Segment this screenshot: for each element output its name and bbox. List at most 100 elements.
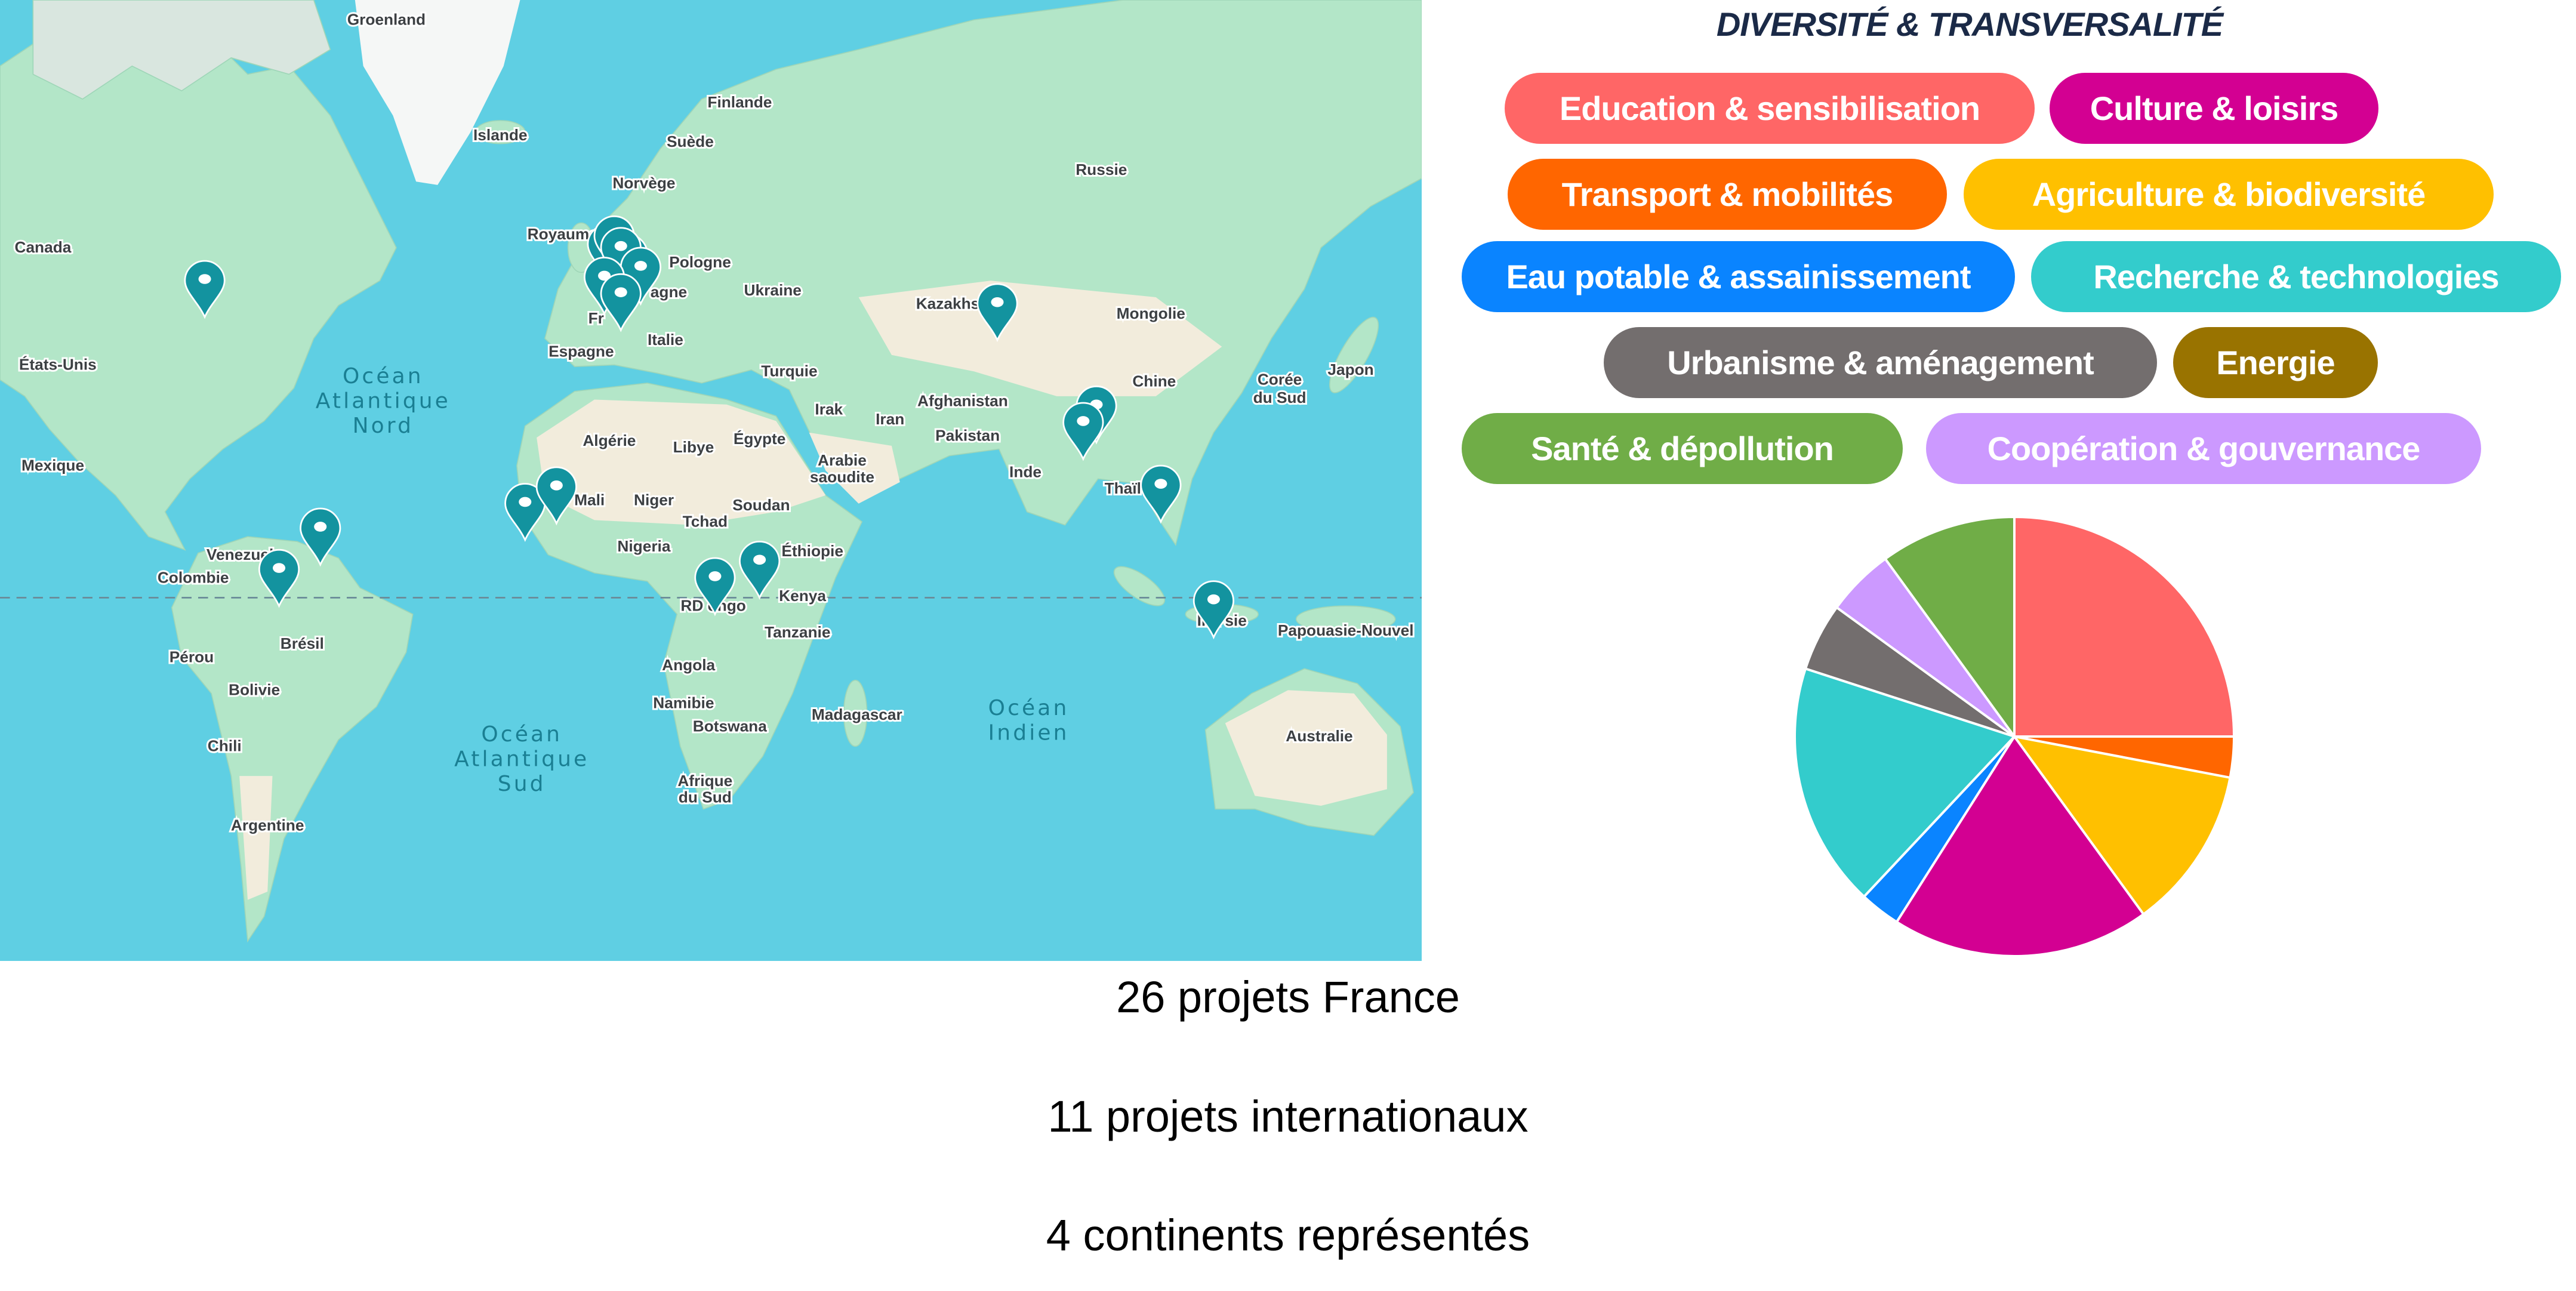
label-ocean-atl-nord-2: Atlantique [316, 389, 451, 413]
label-ocean-indien-2: Indien [988, 720, 1070, 745]
ocean-labels: Océan Atlantique Nord Océan Atlantique S… [316, 364, 1070, 796]
iceland [474, 120, 526, 144]
map-pin-icon[interactable] [535, 466, 577, 526]
world-map[interactable]: Groenland Islande Finlande Suède Norvège… [0, 0, 1422, 961]
label-afghanistan: Afghanistan [917, 392, 1008, 410]
pie-slice-education [2013, 515, 2236, 738]
map-pin-icon[interactable] [976, 283, 1018, 343]
label-ethiopie: Éthiopie [781, 542, 843, 560]
map-pin-icon[interactable] [1062, 402, 1104, 461]
label-kazakhstan: Kazakhs [916, 294, 980, 312]
south-america [171, 536, 414, 943]
project-markers [184, 215, 1234, 640]
label-argentine: Argentine [231, 816, 304, 834]
label-niger: Niger [634, 491, 674, 509]
label-groenland: Groenland [347, 10, 426, 28]
tag-recherche: Recherche & technologies [2031, 241, 2561, 312]
label-soudan: Soudan [732, 496, 790, 514]
stat-continents: 4 continents représentés [1046, 1210, 1530, 1260]
tag-sante: Santé & dépollution [1462, 413, 1903, 484]
pie-slice-agriculture [2011, 735, 2232, 916]
map-pin-icon[interactable] [1193, 580, 1234, 640]
tag-transport: Transport & mobilités [1508, 159, 1947, 230]
label-colombie: Colombie [158, 569, 229, 587]
label-australie: Australie [1286, 727, 1352, 745]
label-ocean-atl-nord-3: Nord [353, 414, 414, 438]
label-espagne: Espagne [549, 343, 614, 361]
label-irak: Irak [815, 400, 843, 418]
label-ocean-atl-sud-3: Sud [498, 772, 546, 796]
stat-projets-france: 26 projets France [1116, 972, 1460, 1022]
tag-cooperation: Coopération & gouvernance [1926, 413, 2481, 484]
label-chine: Chine [1132, 372, 1176, 390]
label-russie: Russie [1076, 161, 1127, 178]
map-pin-icon[interactable] [1140, 464, 1182, 524]
label-allemagne: agne [651, 283, 687, 301]
label-algerie: Algérie [583, 432, 636, 449]
label-etats-unis: États-Unis [19, 356, 97, 374]
label-turquie: Turquie [761, 362, 817, 380]
label-angola: Angola [662, 656, 715, 674]
map-pin-icon[interactable] [504, 483, 546, 542]
label-perou: Pérou [170, 648, 214, 665]
label-papouasie: Papouasie-Nouvel [1278, 621, 1414, 639]
label-madagascar: Madagascar [812, 705, 902, 723]
label-nigeria: Nigeria [617, 537, 670, 555]
madagascar [843, 679, 868, 747]
pie-slice-recherche [1794, 667, 2017, 899]
label-pakistan: Pakistan [935, 427, 1000, 445]
tag-urbanisme: Urbanisme & aménagement [1604, 327, 2157, 398]
papua [1295, 605, 1396, 633]
label-iran: Iran [876, 410, 904, 428]
label-italie: Italie [648, 331, 683, 349]
label-tanzanie: Tanzanie [765, 623, 830, 641]
label-ocean-atl-sud-1: Océan [481, 722, 562, 747]
map-pin-icon[interactable] [694, 557, 736, 617]
map-pin-icon[interactable] [258, 549, 300, 608]
label-mexique: Mexique [21, 456, 84, 474]
label-tchad: Tchad [683, 512, 728, 530]
label-afrique-sud-2: du Sud [679, 788, 732, 806]
label-afrique-sud-1: Afrique [677, 772, 732, 790]
label-inde: Inde [1009, 463, 1042, 480]
label-ukraine: Ukraine [744, 281, 802, 299]
greenland [355, 0, 520, 185]
tag-agriculture: Agriculture & biodiversité [1964, 159, 2494, 230]
japan [1329, 316, 1379, 393]
label-namibie: Namibie [653, 694, 714, 712]
label-kenya: Kenya [779, 587, 826, 605]
label-bresil: Brésil [281, 634, 324, 652]
map-pin-icon[interactable] [600, 273, 642, 332]
pie-slice-sante [1883, 515, 2016, 741]
map-pin-icon[interactable] [184, 260, 226, 319]
tag-culture: Culture & loisirs [2050, 73, 2378, 144]
label-mali: Mali [574, 491, 605, 509]
label-bolivie: Bolivie [229, 681, 280, 699]
tag-education: Education & sensibilisation [1505, 73, 2035, 144]
country-labels: Groenland Islande Finlande Suède Norvège… [13, 8, 1415, 836]
pie-chart [1794, 515, 2236, 957]
map-pin-icon[interactable] [300, 507, 341, 567]
section-title: DIVERSITÉ & TRANSVERSALITÉ [1716, 5, 2223, 43]
label-france: Fr [588, 309, 604, 327]
label-mongolie: Mongolie [1117, 304, 1185, 322]
label-japon: Japon [1327, 361, 1373, 378]
label-suede: Suède [667, 133, 714, 150]
label-botswana: Botswana [693, 717, 767, 735]
label-canada: Canada [14, 238, 71, 256]
label-norvege: Norvège [612, 174, 675, 192]
eurasia [544, 0, 1422, 546]
tag-eau: Eau potable & assainissement [1462, 241, 2015, 312]
map-pin-icon[interactable] [739, 540, 781, 600]
label-finlande: Finlande [707, 93, 772, 111]
label-chili: Chili [208, 737, 242, 755]
deserts [239, 281, 1387, 900]
pie-slice-culture [1895, 734, 2146, 957]
stat-projets-internationaux: 11 projets internationaux [1047, 1092, 1529, 1141]
label-islande: Islande [473, 126, 528, 144]
label-thailande: Thaïl [1105, 479, 1141, 497]
label-coree-2: du Sud [1253, 389, 1307, 406]
indonesia-1 [1113, 566, 1166, 606]
tag-energie: Energie [2173, 327, 2378, 398]
